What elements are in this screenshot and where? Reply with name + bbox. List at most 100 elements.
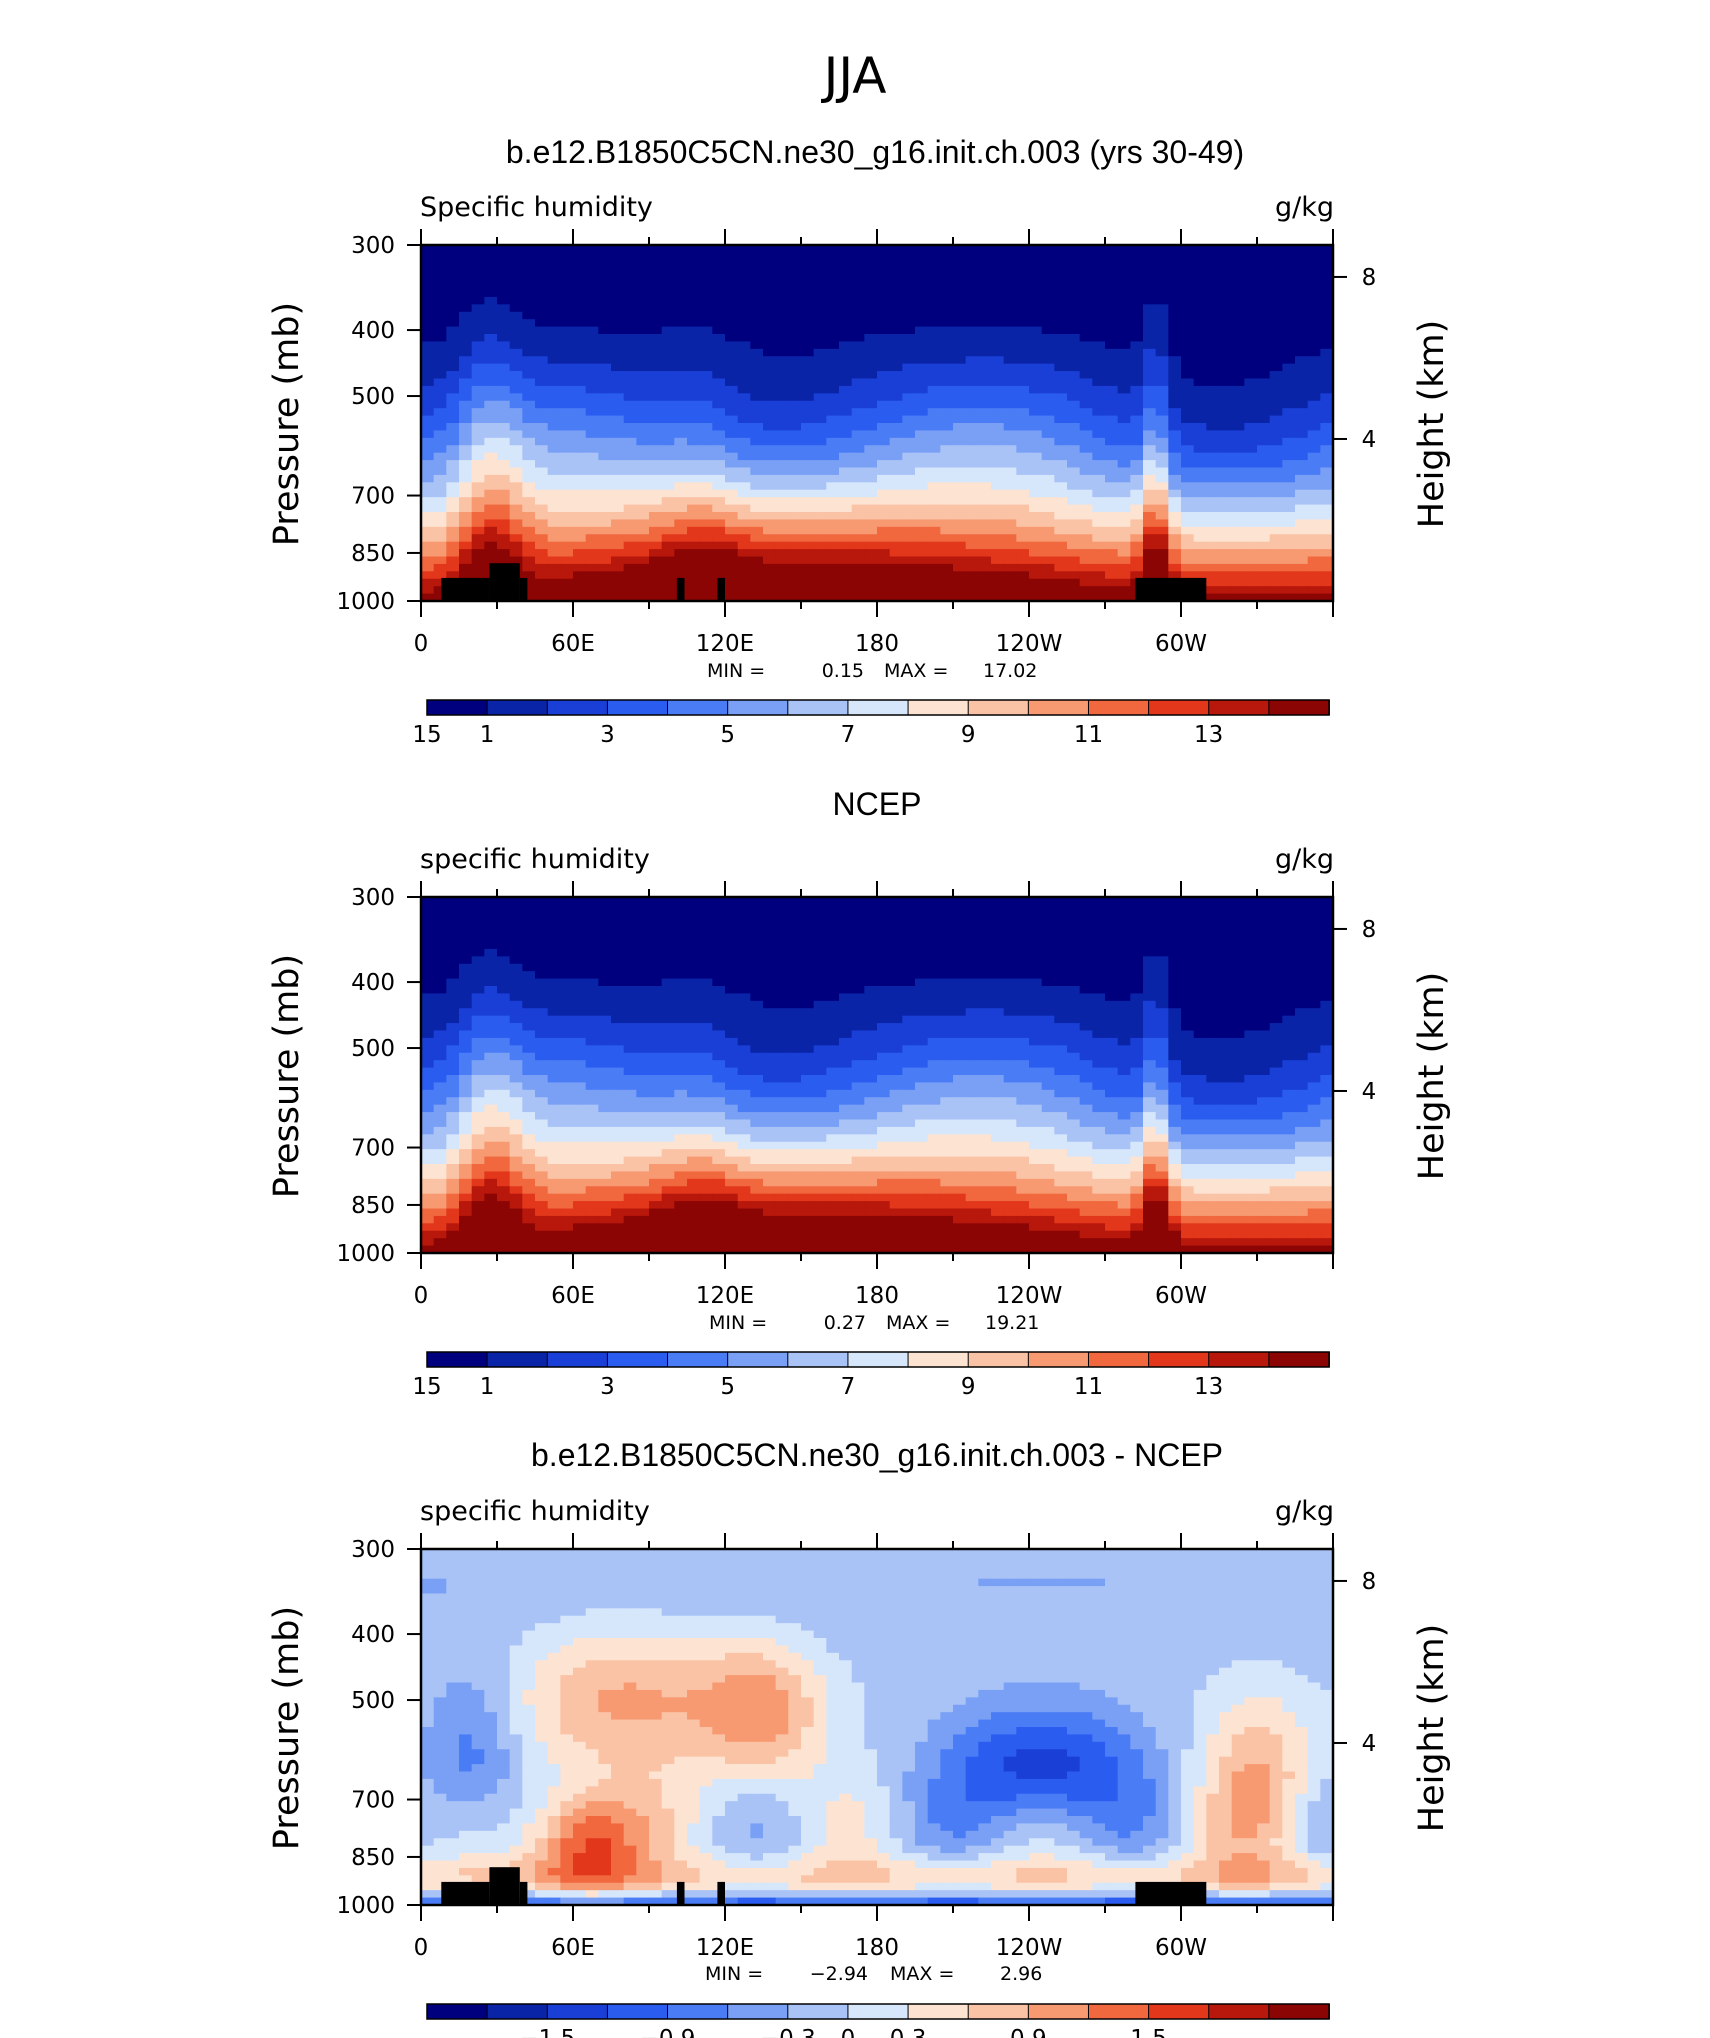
heatmap-cell xyxy=(1257,497,1271,506)
heatmap-cell xyxy=(978,393,992,402)
heatmap-cell xyxy=(649,1030,663,1039)
heatmap-cell xyxy=(839,437,853,446)
heatmap-cell xyxy=(737,289,751,298)
heatmap-cell xyxy=(1155,526,1169,535)
heatmap-cell xyxy=(623,1037,637,1046)
heatmap-cell xyxy=(864,549,878,558)
heatmap-cell xyxy=(864,452,878,461)
heatmap-cell xyxy=(1155,452,1169,461)
heatmap-cell xyxy=(889,549,903,558)
heatmap-cell xyxy=(737,423,751,432)
heatmap-cell xyxy=(788,993,802,1002)
heatmap-cell xyxy=(1016,904,1030,913)
heatmap-cell xyxy=(509,334,523,343)
heatmap-cell xyxy=(1219,549,1233,558)
heatmap-cell xyxy=(1155,549,1169,558)
heatmap-cell xyxy=(1320,445,1334,454)
heatmap-cell xyxy=(902,541,916,550)
heatmap-cell xyxy=(623,904,637,913)
heatmap-cell xyxy=(813,549,827,558)
heatmap-cell xyxy=(1117,482,1131,491)
heatmap-cell xyxy=(1257,897,1271,906)
heatmap-cell xyxy=(965,482,979,491)
heatmap-cell xyxy=(1231,534,1245,543)
heatmap-cell xyxy=(1181,400,1195,409)
heatmap-cell xyxy=(902,1023,916,1032)
heatmap-cell xyxy=(1181,348,1195,357)
heatmap-cell xyxy=(889,467,903,476)
heatmap-cell xyxy=(446,326,460,335)
heatmap-cell xyxy=(902,385,916,394)
heatmap-cell xyxy=(687,445,701,454)
heatmap-cell xyxy=(1143,993,1157,1002)
heatmap-cell xyxy=(1117,993,1131,1002)
heatmap-cell xyxy=(1206,956,1220,965)
heatmap-cell xyxy=(788,526,802,535)
heatmap-cell xyxy=(535,497,549,506)
heatmap-cell xyxy=(953,504,967,513)
heatmap-cell xyxy=(801,963,815,972)
heatmap-cell xyxy=(877,423,891,432)
heatmap-cell xyxy=(522,348,536,357)
heatmap-cell xyxy=(851,415,865,424)
heatmap-cell xyxy=(1320,334,1334,343)
heatmap-cell xyxy=(763,452,777,461)
heatmap-cell xyxy=(953,452,967,461)
heatmap-cell xyxy=(1295,956,1309,965)
heatmap-cell xyxy=(699,963,713,972)
heatmap-cell xyxy=(940,897,954,906)
heatmap-cell xyxy=(1257,385,1271,394)
heatmap-cell xyxy=(547,423,561,432)
heatmap-cell xyxy=(864,526,878,535)
heatmap-cell xyxy=(915,282,929,291)
heatmap-cell xyxy=(522,430,536,439)
heatmap-cell xyxy=(1054,467,1068,476)
heatmap-cell xyxy=(813,963,827,972)
heatmap-cell xyxy=(1092,578,1106,587)
heatmap-cell xyxy=(1130,378,1144,387)
heatmap-cell xyxy=(889,971,903,980)
heatmap-cell xyxy=(940,1000,954,1009)
heatmap-cell xyxy=(1231,549,1245,558)
heatmap-cell xyxy=(902,934,916,943)
heatmap-cell xyxy=(433,482,447,491)
heatmap-cell xyxy=(1130,1030,1144,1039)
heatmap-cell xyxy=(940,963,954,972)
heatmap-cell xyxy=(1067,445,1081,454)
heatmap-cell xyxy=(1269,941,1283,950)
heatmap-cell xyxy=(560,919,574,928)
heatmap-cell xyxy=(547,904,561,913)
heatmap-cell xyxy=(1231,415,1245,424)
y-axis-title: Pressure (mb) xyxy=(267,954,307,1198)
heatmap-cell xyxy=(1206,274,1220,283)
heatmap-cell xyxy=(1181,1030,1195,1039)
heatmap-cell xyxy=(978,897,992,906)
heatmap-cell xyxy=(877,941,891,950)
heatmap-cell xyxy=(687,378,701,387)
heatmap-cell xyxy=(1067,393,1081,402)
heatmap-cell xyxy=(1143,296,1157,305)
heatmap-cell xyxy=(1041,326,1055,335)
heatmap-cell xyxy=(1244,430,1258,439)
heatmap-cell xyxy=(1117,326,1131,335)
heatmap-cell xyxy=(547,267,561,276)
heatmap-cell xyxy=(674,408,688,417)
heatmap-cell xyxy=(547,437,561,446)
heatmap-cell xyxy=(851,474,865,483)
heatmap-cell xyxy=(1320,267,1334,276)
heatmap-cell xyxy=(1282,963,1296,972)
heatmap-cell xyxy=(927,941,941,950)
heatmap-cell xyxy=(1054,259,1068,268)
heatmap-cell xyxy=(547,1015,561,1024)
heatmap-cell xyxy=(1041,978,1055,987)
heatmap-cell xyxy=(788,971,802,980)
heatmap-cell xyxy=(1282,593,1296,602)
heatmap-cell xyxy=(471,348,485,357)
heatmap-cell xyxy=(1016,304,1030,313)
heatmap-cell xyxy=(1307,400,1321,409)
heatmap-cell xyxy=(775,919,789,928)
heatmap-cell xyxy=(1041,919,1055,928)
heatmap-cell xyxy=(623,986,637,995)
heatmap-cell xyxy=(1041,274,1055,283)
heatmap-cell xyxy=(1016,430,1030,439)
